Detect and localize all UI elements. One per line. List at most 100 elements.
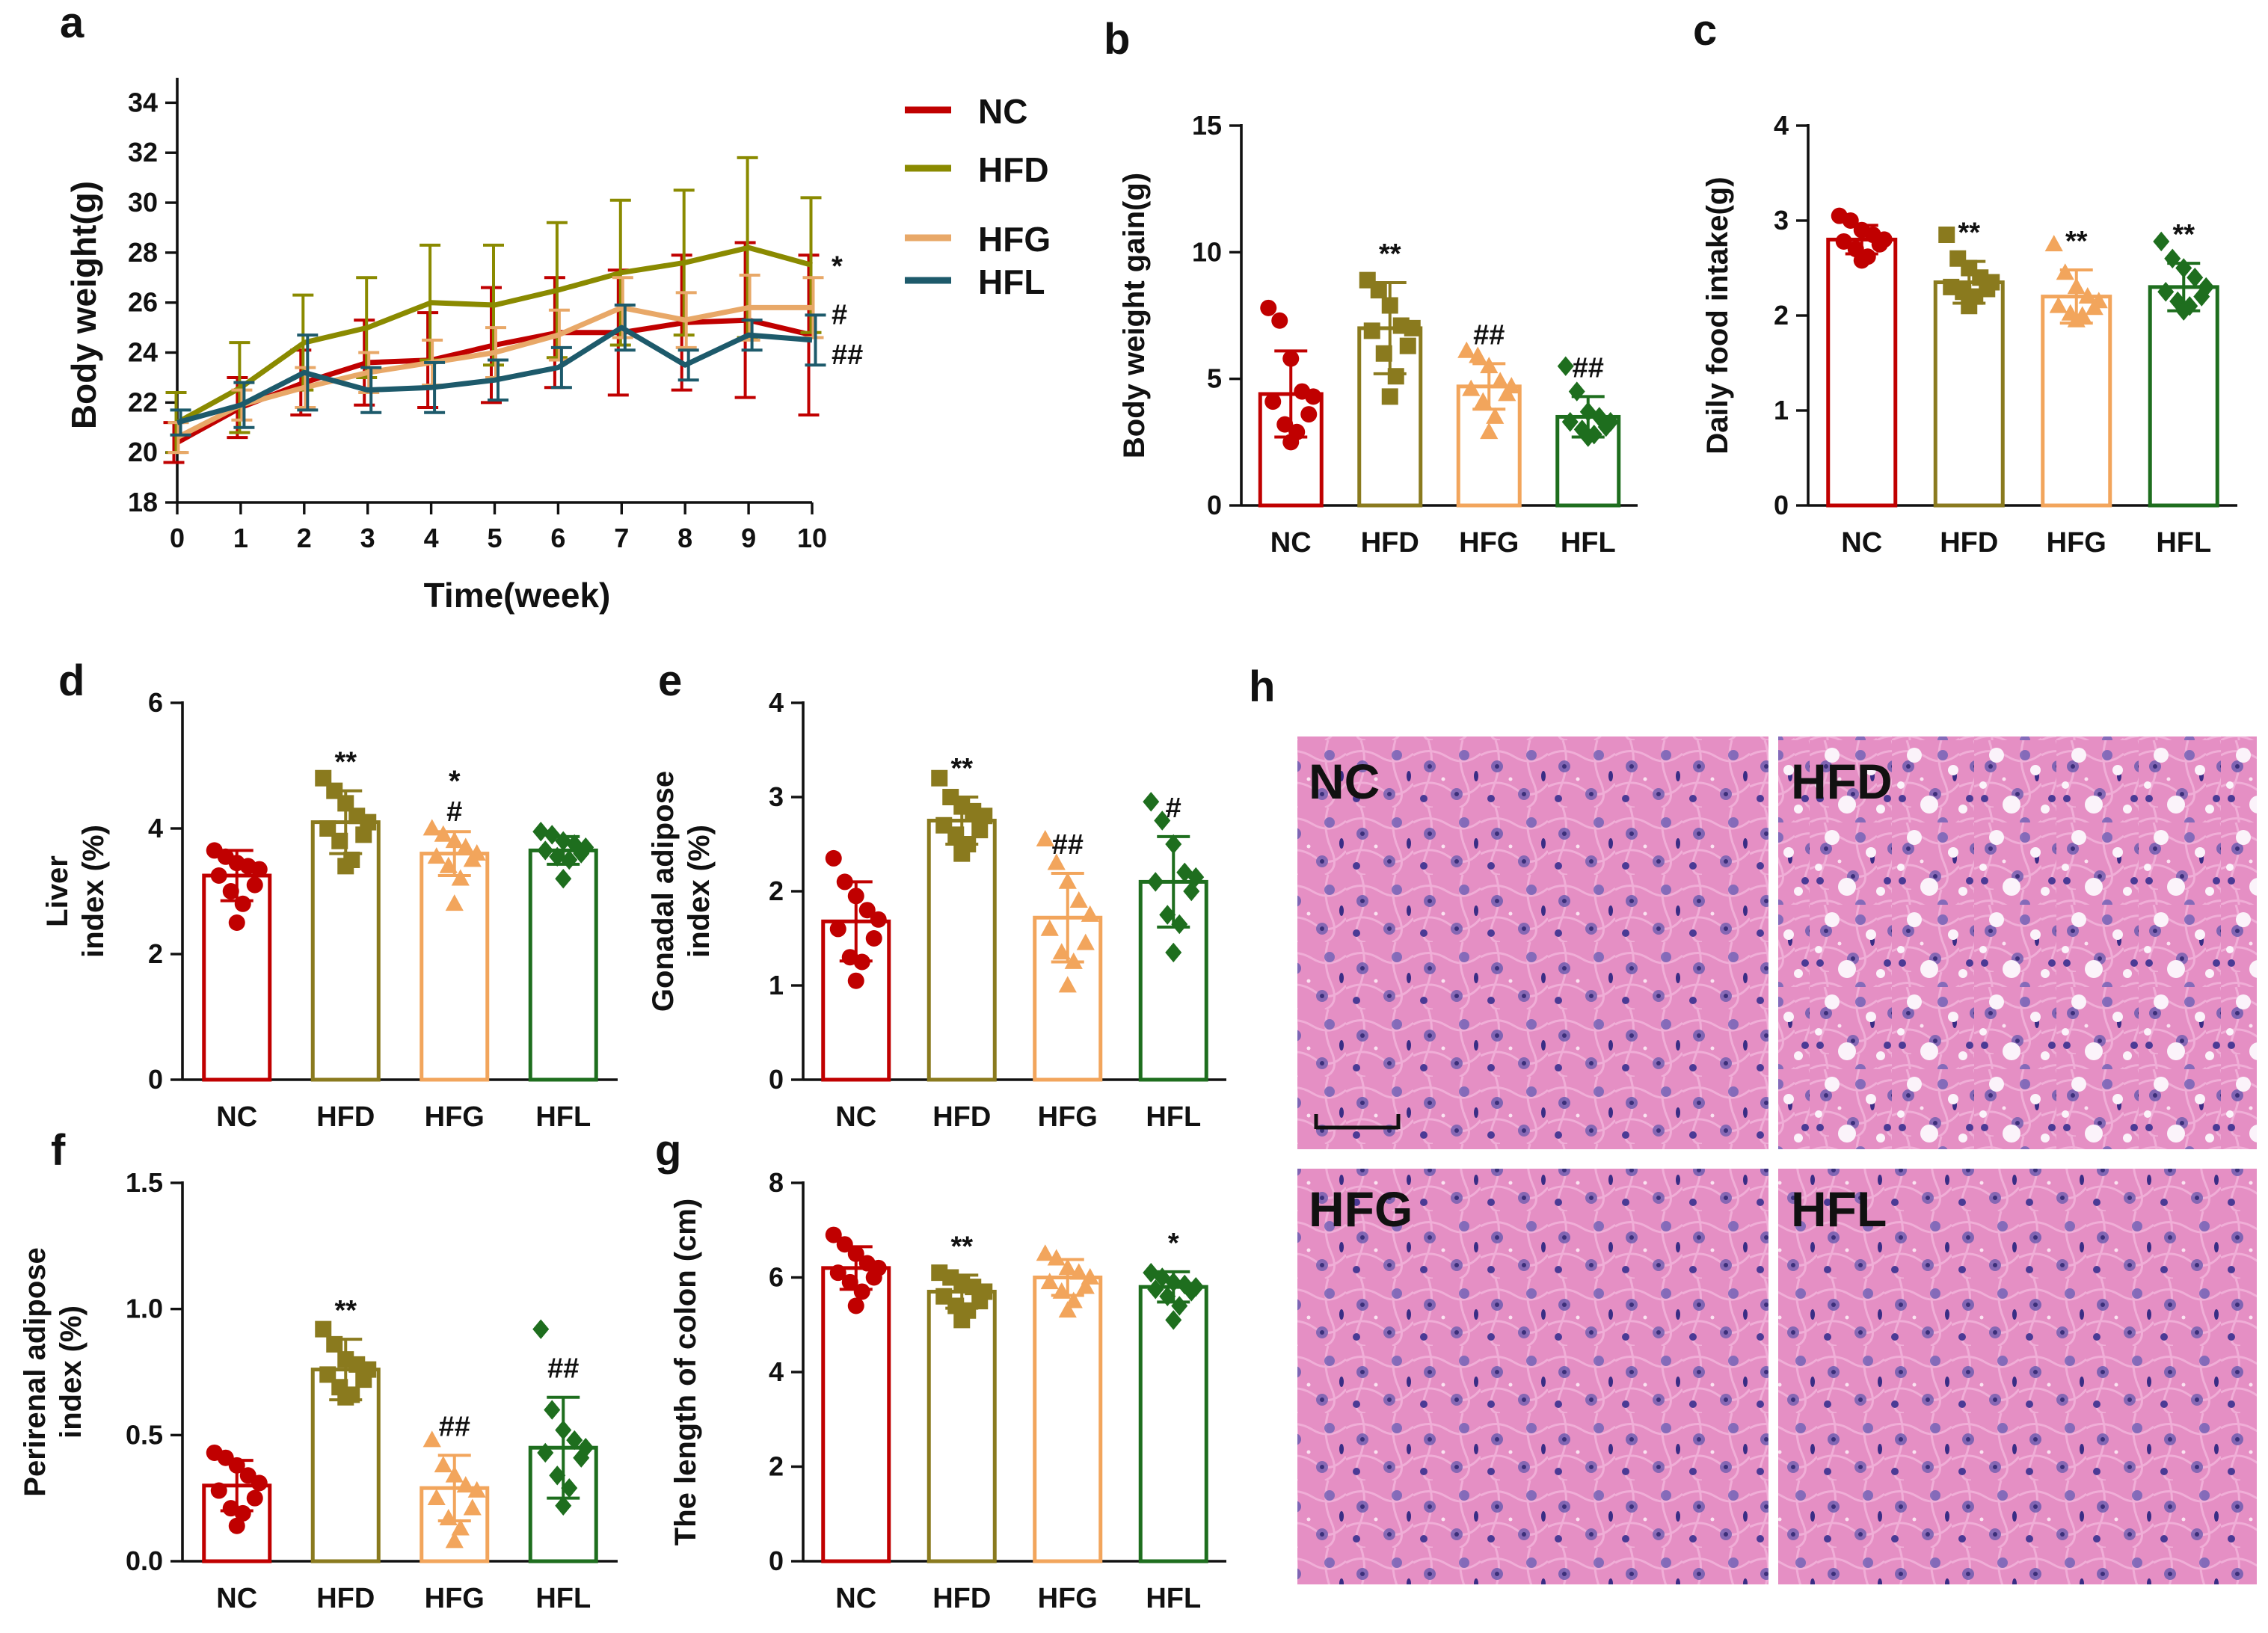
annotation-a-hfg: # (832, 299, 847, 330)
point-b-nc-9 (1282, 434, 1300, 451)
point-d-hfg-8 (451, 869, 470, 886)
x-tick-label-g-hfd: HFD (932, 1583, 991, 1614)
legend-label-hfl: HFL (978, 262, 1045, 301)
chart-body-weight-gain: 0 5 10 15 Body weight gain(g) NC ** HFD ## HFG ## H… (1118, 110, 1638, 559)
point-d-nc-6 (246, 876, 263, 894)
point-d-hfg-2 (445, 831, 464, 849)
point-b-nc-4 (1305, 388, 1322, 405)
point-e-hfg-1 (1047, 853, 1066, 870)
point-e-hfl-0 (1143, 792, 1160, 812)
point-c-hfg-1 (2056, 263, 2074, 280)
point-f-hfd-0 (315, 1320, 332, 1338)
histology-panel: NC HFD HFG HFL (1297, 736, 2257, 1584)
annotation-c-hfl: ** (2172, 219, 2195, 250)
point-g-hfg-5 (1040, 1273, 1059, 1290)
point-b-hfl-5 (1561, 412, 1579, 432)
point-c-hfl-2 (2175, 258, 2192, 278)
y-tick-label-f-2: 1.0 (126, 1294, 163, 1324)
y-tick-label-g-4: 8 (769, 1167, 784, 1198)
point-f-hfl-9 (555, 1495, 572, 1516)
x-tick-label-c-hfd: HFD (1940, 527, 1998, 559)
y-tick-label-c-2: 2 (1774, 300, 1789, 330)
point-g-hfg-2 (1058, 1258, 1077, 1276)
histology-label-hfg: HFG (1309, 1181, 1413, 1237)
y-axis-label-f-line-1: Perirenal adipose (19, 1247, 52, 1496)
chart-perirenal-adipose-index: 0.0 0.5 1.0 1.5 Perirenal adipose index (%) NC… (19, 1167, 618, 1614)
annotation-a-hfd: * (832, 251, 843, 283)
point-d-hfl-8 (561, 849, 578, 870)
x-tick-label-c-nc: NC (1841, 527, 1882, 559)
point-g-nc-1 (836, 1236, 853, 1253)
point-g-hfg-3 (1069, 1263, 1088, 1280)
bar-g-hfl (1138, 1285, 1208, 1563)
y-tick-label-a-0: 18 (128, 487, 158, 517)
y-tick-label-a-5: 28 (128, 237, 158, 268)
point-b-hfl-6 (1597, 416, 1614, 437)
panel-letter-h: h (1249, 662, 1275, 711)
point-d-hfd-9 (337, 858, 354, 875)
point-e-hfg-9 (1058, 976, 1077, 993)
point-e-hfl-6 (1183, 881, 1200, 902)
point-c-hfg-6 (2085, 298, 2103, 316)
point-b-hfg-1 (1469, 346, 1487, 363)
y-tick-label-a-1: 20 (128, 437, 158, 467)
bar-g-hfg (1033, 1276, 1103, 1563)
bar-c-hfg (2041, 295, 2112, 508)
point-e-hfg-5 (1040, 919, 1059, 936)
point-g-hfg-1 (1047, 1249, 1066, 1266)
point-b-hfd-8 (1387, 368, 1404, 385)
y-axis-label-f-line-2: index (%) (55, 1306, 87, 1439)
x-tick-label-e-hfl: HFL (1146, 1101, 1201, 1133)
point-e-hfg-7 (1052, 943, 1071, 960)
point-f-hfg-6 (463, 1498, 482, 1516)
annotation-e-hfd: ** (950, 753, 973, 784)
point-g-nc-9 (847, 1297, 864, 1314)
point-e-hfg-2 (1058, 872, 1077, 889)
point-d-nc-7 (222, 883, 239, 899)
point-b-hfd-7 (1375, 345, 1392, 362)
bar-g-hfd (926, 1289, 997, 1563)
point-g-hfl-9 (1165, 1310, 1182, 1330)
y-tick-label-g-1: 2 (769, 1451, 784, 1482)
point-e-nc-1 (836, 873, 853, 891)
point-g-hfg-7 (1052, 1282, 1071, 1299)
point-e-hfl-1 (1154, 811, 1171, 831)
point-e-hfl-8 (1171, 914, 1188, 935)
point-c-hfl-5 (2157, 282, 2175, 302)
y-tick-label-b-3: 15 (1192, 110, 1222, 141)
y-axis-label-a: Body weight(g) (64, 181, 103, 429)
point-b-nc-6 (1300, 406, 1318, 423)
y-tick-label-a-8: 34 (128, 87, 158, 117)
annotation-f-hfd: ** (334, 1295, 357, 1326)
point-b-hfd-1 (1370, 282, 1387, 299)
point-d-hfg-0 (422, 819, 441, 836)
y-tick-label-b-0: 0 (1207, 490, 1222, 520)
y-tick-label-g-0: 0 (769, 1546, 784, 1576)
point-d-hfd-2 (337, 795, 354, 812)
x-tick-label-b-nc: NC (1270, 527, 1312, 559)
x-tick-label-f-hfg: HFG (425, 1583, 485, 1614)
point-e-nc-2 (847, 888, 864, 905)
point-g-hfl-7 (1159, 1286, 1176, 1306)
point-c-hfg-3 (2078, 286, 2097, 304)
legend-label-nc: NC (978, 92, 1027, 131)
point-b-nc-0 (1260, 299, 1277, 316)
point-g-hfg-0 (1036, 1244, 1054, 1261)
x-tick-label-e-hfd: HFD (932, 1101, 991, 1133)
point-c-hfg-0 (2044, 235, 2063, 252)
point-f-nc-9 (228, 1517, 245, 1534)
histology-image-nc: NC (1297, 736, 1768, 1149)
point-e-nc-3 (858, 902, 876, 919)
point-b-nc-2 (1282, 350, 1300, 367)
point-c-hfd-9 (1961, 298, 1978, 315)
point-f-hfg-0 (422, 1430, 441, 1448)
panel-letter-f: f (51, 1126, 66, 1175)
y-tick-label-d-3: 6 (148, 687, 163, 718)
point-b-hfg-8 (1486, 407, 1505, 424)
point-f-hfl-2 (555, 1420, 572, 1440)
point-d-hfd-4 (360, 814, 377, 831)
y-axis-label-b: Body weight gain(g) (1118, 173, 1151, 458)
y-tick-label-d-1: 2 (148, 938, 163, 969)
legend-a: NC HFD HFG HFL (905, 92, 1051, 301)
y-axis-label-e-line-1: Gonadal adipose (647, 771, 680, 1012)
